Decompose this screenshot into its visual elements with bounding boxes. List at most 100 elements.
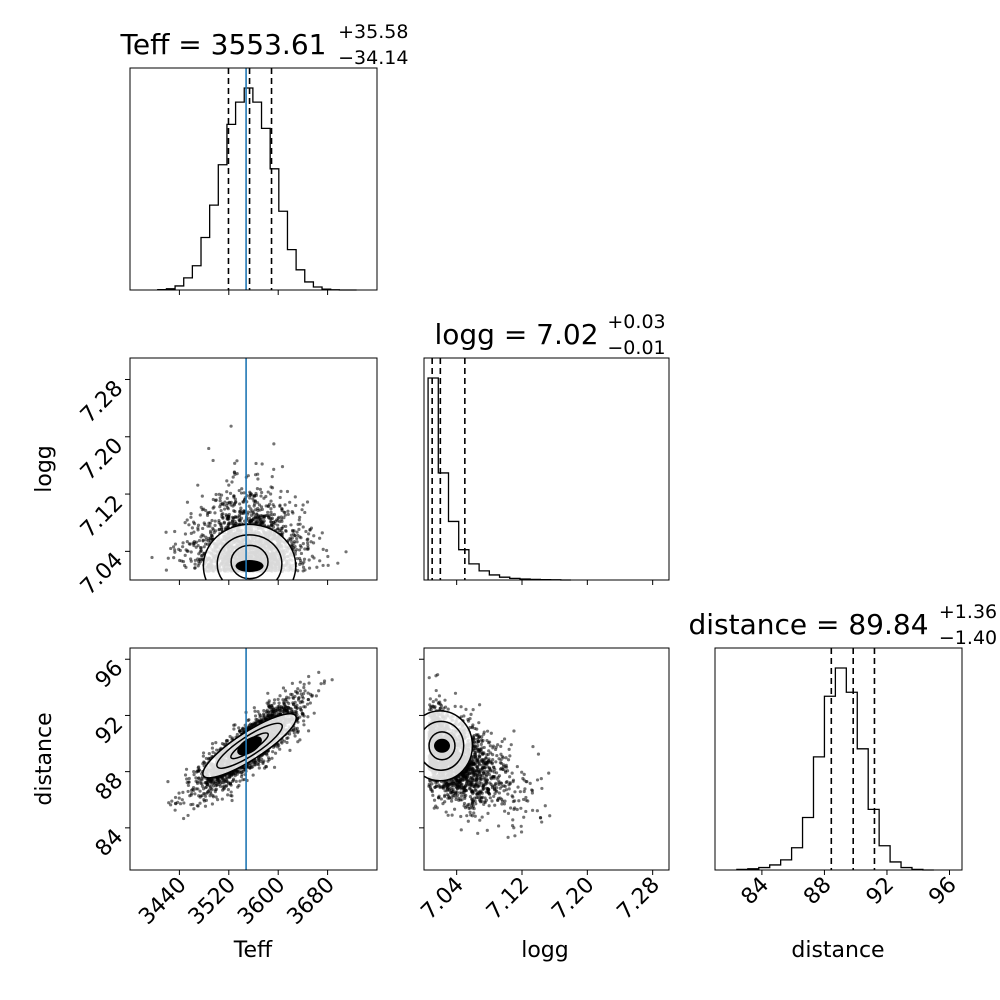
sample-point [289, 692, 293, 697]
density-peak [235, 560, 264, 572]
sample-point [306, 697, 310, 702]
sample-point [295, 530, 299, 534]
sample-point [301, 503, 305, 507]
sample-point [515, 764, 519, 769]
sample-point [256, 477, 260, 481]
sample-point [288, 706, 293, 711]
sample-point [241, 778, 245, 782]
sample-point [217, 527, 222, 531]
sample-point [210, 802, 214, 806]
sample-point [266, 703, 271, 707]
sample-point [301, 542, 305, 546]
sample-point [239, 774, 244, 779]
sample-point [292, 529, 296, 533]
sample-point [182, 563, 187, 568]
sample-point [226, 788, 230, 792]
sample-point [250, 724, 254, 728]
sample-point [302, 682, 306, 686]
sample-point [283, 510, 287, 515]
sample-point [238, 730, 243, 735]
distance-vs-teff-panel-y-tick-label: 84 [91, 824, 128, 861]
sample-point [207, 752, 211, 756]
sample-point [321, 563, 325, 568]
sample-point [200, 494, 204, 498]
sample-point [292, 731, 296, 735]
sample-point [197, 765, 201, 769]
sample-point [297, 518, 301, 522]
sample-point [173, 801, 178, 806]
sample-point [166, 779, 170, 784]
sample-point [502, 789, 506, 793]
sample-point [279, 740, 283, 744]
histogram-bar [184, 278, 193, 290]
sample-point [242, 491, 246, 495]
histogram-bar [459, 550, 469, 580]
sample-point [201, 539, 205, 543]
sample-point [296, 729, 300, 733]
sample-point [211, 526, 215, 530]
axes-frame [714, 647, 963, 871]
sample-point [181, 545, 185, 549]
sample-point [320, 531, 324, 535]
sample-point [191, 520, 196, 524]
sample-point [302, 714, 306, 718]
sample-point [260, 507, 264, 511]
sample-point [306, 715, 310, 719]
sample-point [171, 545, 176, 549]
sample-point [235, 515, 239, 519]
sample-point [292, 539, 297, 544]
sample-point [234, 779, 238, 783]
sample-point [225, 496, 229, 500]
sample-point [219, 522, 223, 526]
sample-point [492, 794, 496, 799]
sample-point [195, 540, 199, 544]
sample-point [252, 706, 256, 710]
sample-point [189, 803, 193, 807]
sample-point [283, 503, 287, 507]
sample-point [227, 483, 231, 487]
sample-point [474, 802, 478, 806]
sample-point [192, 807, 196, 811]
sample-point [253, 761, 257, 765]
sample-point [288, 500, 292, 504]
sample-point [270, 756, 274, 760]
sample-point [459, 828, 463, 832]
sample-point [195, 804, 200, 808]
sample-point [308, 701, 312, 705]
sample-point [217, 779, 221, 783]
sample-point [183, 532, 188, 536]
sample-point [238, 779, 242, 783]
sample-point [262, 759, 266, 763]
sample-point [201, 754, 205, 758]
sample-point [208, 524, 212, 528]
sample-point [296, 740, 300, 744]
sample-point [173, 795, 178, 800]
histogram-step [736, 667, 934, 871]
teff-histogram-title-minus: −34.14 [338, 47, 408, 69]
sample-point [261, 715, 266, 719]
sample-point [289, 537, 293, 542]
sample-point [298, 738, 302, 742]
sample-point [187, 542, 191, 546]
sample-point [249, 507, 253, 511]
histogram-bar [262, 128, 271, 290]
histogram-step [427, 377, 571, 581]
distance-vs-teff-panel-x-tick-label: 3440 [134, 873, 191, 930]
sample-point [213, 519, 217, 523]
sample-point [186, 549, 190, 553]
sample-point [503, 809, 507, 813]
sample-point [201, 526, 205, 531]
sample-point [185, 500, 190, 504]
sample-point [301, 569, 305, 573]
distance-vs-teff-panel-x-tick-label: 3680 [283, 873, 340, 930]
teff-histogram-title-plus: +35.58 [338, 21, 408, 43]
sample-point [189, 512, 193, 516]
histogram-bar [770, 865, 781, 870]
histogram-bar [890, 862, 901, 870]
sample-point [208, 521, 212, 525]
sample-point [295, 548, 299, 552]
sample-point [262, 712, 266, 716]
sample-point [214, 784, 218, 788]
sample-point [317, 670, 321, 674]
sample-point [319, 682, 323, 686]
